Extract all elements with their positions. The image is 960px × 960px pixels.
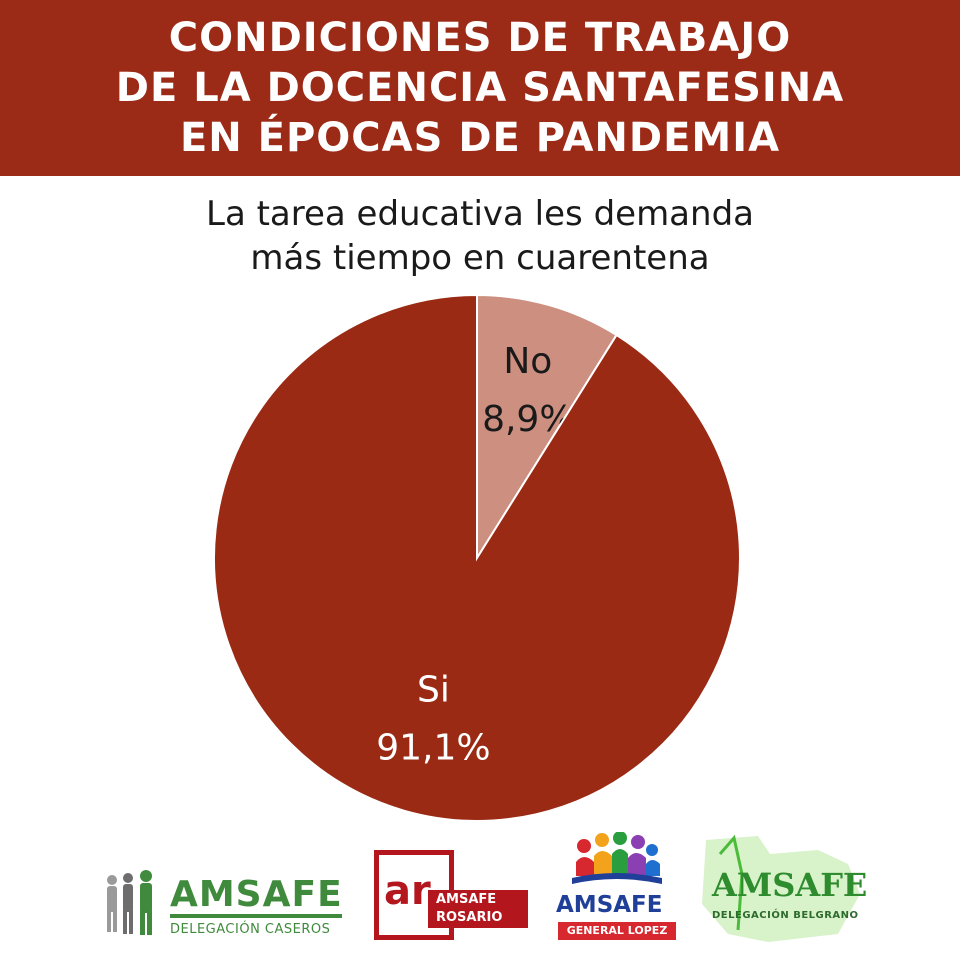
- logo2-tag: AMSAFE ROSARIO: [428, 890, 528, 928]
- logo2-mark: ar: [384, 868, 431, 914]
- pie-label-si: Si: [417, 670, 450, 711]
- logo3-name: AMSAFE: [556, 892, 663, 918]
- header-banner: CONDICIONES DE TRABAJO DE LA DOCENCIA SA…: [0, 0, 960, 176]
- sponsor-logos: AMSAFE DELEGACIÓN CASEROS ar AMSAFE ROSA…: [0, 830, 960, 950]
- logo1-name: AMSAFE: [170, 874, 343, 915]
- header-line-3: EN ÉPOCAS DE PANDEMIA: [179, 115, 781, 161]
- pie-value-si: 91,1%: [376, 728, 490, 769]
- logo4-name: AMSAFE: [712, 866, 868, 904]
- header-line-2: DE LA DOCENCIA SANTAFESINA: [115, 65, 845, 111]
- logo-amsafe-general-lopez: AMSAFE GENERAL LOPEZ: [552, 830, 682, 950]
- logo2-subtitle: ROSARIO: [436, 910, 503, 925]
- pie-slice-si: [213, 293, 741, 822]
- map-outline-icon: [702, 834, 860, 942]
- logo2-name: AMSAFE: [436, 892, 497, 907]
- logo1-divider: [170, 914, 342, 918]
- chart-title: La tarea educativa les demanda más tiemp…: [0, 192, 960, 280]
- logo-amsafe-caseros: AMSAFE DELEGACIÓN CASEROS: [100, 830, 350, 950]
- logo1-subtitle: DELEGACIÓN CASEROS: [170, 922, 331, 937]
- logo-amsafe-rosario: ar AMSAFE ROSARIO: [370, 830, 530, 950]
- logo-amsafe-belgrano: AMSAFE DELEGACIÓN BELGRANO: [698, 830, 868, 950]
- people-silhouettes-icon: [107, 870, 152, 935]
- chart-title-line-2: más tiempo en cuarentena: [250, 238, 710, 278]
- logo4-subtitle: DELEGACIÓN BELGRANO: [712, 910, 859, 921]
- pie-label-no: No: [503, 341, 552, 382]
- people-book-icon: [572, 832, 662, 884]
- pie-slice-no: [476, 293, 618, 562]
- logo3-subtitle: GENERAL LOPEZ: [558, 922, 676, 940]
- chart-title-line-1: La tarea educativa les demanda: [206, 194, 754, 234]
- header-line-1: CONDICIONES DE TRABAJO: [168, 15, 792, 61]
